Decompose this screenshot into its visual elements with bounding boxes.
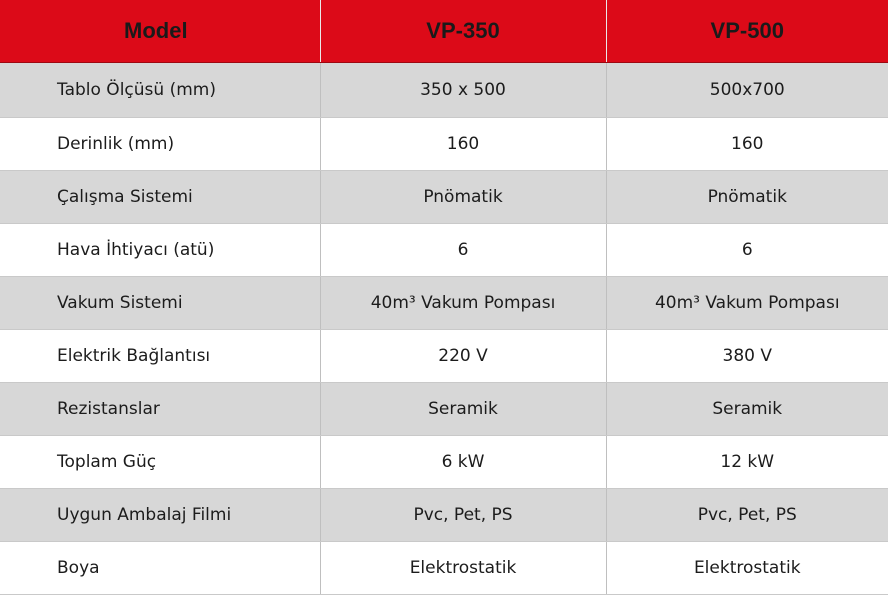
row-label: Toplam Güç [0,435,321,489]
row-value-vp-350: 350 x 500 [320,62,607,118]
row-value-vp-500: 40m³ Vakum Pompası [606,276,888,330]
row-value-vp-350: Pvc, Pet, PS [320,488,607,542]
table-row: Uygun Ambalaj Filmi Pvc, Pet, PS Pvc, Pe… [0,488,888,542]
row-value-vp-350: Elektrostatik [320,541,607,595]
row-value-vp-500: Seramik [606,382,888,436]
row-label: Çalışma Sistemi [0,170,321,224]
header-vp-350: VP-350 [320,0,607,63]
table-row: Hava İhtiyacı (atü) 6 6 [0,223,888,277]
row-label: Elektrik Bağlantısı [0,329,321,383]
row-label: Rezistanslar [0,382,321,436]
table-row: Elektrik Bağlantısı 220 V 380 V [0,329,888,383]
row-value-vp-350: 6 kW [320,435,607,489]
table-row: Derinlik (mm) 160 160 [0,117,888,171]
table-row: Boya Elektrostatik Elektrostatik [0,541,888,595]
table-row: Çalışma Sistemi Pnömatik Pnömatik [0,170,888,224]
row-label: Derinlik (mm) [0,117,321,171]
row-value-vp-350: Seramik [320,382,607,436]
row-value-vp-350: 6 [320,223,607,277]
row-label: Hava İhtiyacı (atü) [0,223,321,277]
header-vp-500: VP-500 [606,0,888,63]
row-value-vp-350: 220 V [320,329,607,383]
row-label: Vakum Sistemi [0,276,321,330]
row-value-vp-350: Pnömatik [320,170,607,224]
table-row: Vakum Sistemi 40m³ Vakum Pompası 40m³ Va… [0,276,888,330]
table-row: Rezistanslar Seramik Seramik [0,382,888,436]
table-row: Tablo Ölçüsü (mm) 350 x 500 500x700 [0,62,888,118]
row-value-vp-500: Elektrostatik [606,541,888,595]
row-label: Boya [0,541,321,595]
row-label: Uygun Ambalaj Filmi [0,488,321,542]
row-value-vp-500: 160 [606,117,888,171]
row-value-vp-500: Pvc, Pet, PS [606,488,888,542]
header-model: Model [0,0,321,63]
row-value-vp-500: Pnömatik [606,170,888,224]
header-row: Model VP-350 VP-500 [0,0,888,63]
row-value-vp-500: 380 V [606,329,888,383]
table-row: Toplam Güç 6 kW 12 kW [0,435,888,489]
row-value-vp-500: 12 kW [606,435,888,489]
row-value-vp-350: 40m³ Vakum Pompası [320,276,607,330]
row-label: Tablo Ölçüsü (mm) [0,62,321,118]
row-value-vp-500: 6 [606,223,888,277]
row-value-vp-500: 500x700 [606,62,888,118]
row-value-vp-350: 160 [320,117,607,171]
